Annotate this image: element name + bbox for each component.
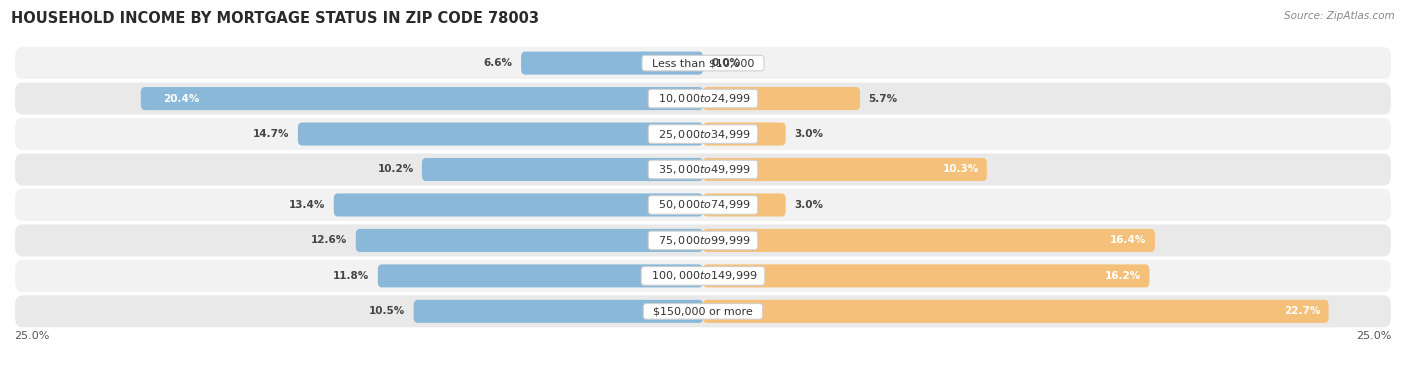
Text: 10.2%: 10.2% — [377, 164, 413, 175]
Text: $25,000 to $34,999: $25,000 to $34,999 — [651, 127, 755, 141]
FancyBboxPatch shape — [333, 194, 703, 217]
Text: 6.6%: 6.6% — [484, 58, 513, 68]
Text: 14.7%: 14.7% — [253, 129, 290, 139]
Text: 10.5%: 10.5% — [370, 306, 405, 316]
FancyBboxPatch shape — [356, 229, 703, 252]
FancyBboxPatch shape — [14, 46, 1392, 80]
Text: 11.8%: 11.8% — [333, 271, 370, 281]
Text: 25.0%: 25.0% — [14, 331, 49, 341]
Text: 3.0%: 3.0% — [794, 200, 823, 210]
Text: Less than $10,000: Less than $10,000 — [645, 58, 761, 68]
FancyBboxPatch shape — [522, 51, 703, 74]
Text: 5.7%: 5.7% — [869, 94, 897, 104]
Text: 25.0%: 25.0% — [1357, 331, 1392, 341]
Text: $50,000 to $74,999: $50,000 to $74,999 — [651, 198, 755, 211]
FancyBboxPatch shape — [14, 117, 1392, 151]
FancyBboxPatch shape — [141, 87, 703, 110]
Text: HOUSEHOLD INCOME BY MORTGAGE STATUS IN ZIP CODE 78003: HOUSEHOLD INCOME BY MORTGAGE STATUS IN Z… — [11, 11, 540, 26]
FancyBboxPatch shape — [703, 158, 987, 181]
Text: 12.6%: 12.6% — [311, 235, 347, 245]
FancyBboxPatch shape — [14, 82, 1392, 116]
Text: $35,000 to $49,999: $35,000 to $49,999 — [651, 163, 755, 176]
Text: $75,000 to $99,999: $75,000 to $99,999 — [651, 234, 755, 247]
FancyBboxPatch shape — [14, 259, 1392, 293]
FancyBboxPatch shape — [703, 264, 1150, 287]
FancyBboxPatch shape — [422, 158, 703, 181]
Text: 10.3%: 10.3% — [942, 164, 979, 175]
FancyBboxPatch shape — [703, 300, 1329, 323]
FancyBboxPatch shape — [413, 300, 703, 323]
Text: 22.7%: 22.7% — [1284, 306, 1320, 316]
Text: $100,000 to $149,999: $100,000 to $149,999 — [644, 270, 762, 282]
FancyBboxPatch shape — [703, 87, 860, 110]
Text: 13.4%: 13.4% — [290, 200, 325, 210]
Text: 16.4%: 16.4% — [1111, 235, 1147, 245]
FancyBboxPatch shape — [703, 229, 1154, 252]
FancyBboxPatch shape — [703, 194, 786, 217]
Text: $10,000 to $24,999: $10,000 to $24,999 — [651, 92, 755, 105]
Text: 20.4%: 20.4% — [163, 94, 200, 104]
Text: 3.0%: 3.0% — [794, 129, 823, 139]
FancyBboxPatch shape — [703, 122, 786, 146]
FancyBboxPatch shape — [14, 152, 1392, 186]
Text: $150,000 or more: $150,000 or more — [647, 306, 759, 316]
FancyBboxPatch shape — [378, 264, 703, 287]
FancyBboxPatch shape — [14, 223, 1392, 257]
Text: Source: ZipAtlas.com: Source: ZipAtlas.com — [1284, 11, 1395, 21]
Text: 0.0%: 0.0% — [711, 58, 741, 68]
FancyBboxPatch shape — [298, 122, 703, 146]
FancyBboxPatch shape — [14, 188, 1392, 222]
Text: 16.2%: 16.2% — [1105, 271, 1142, 281]
FancyBboxPatch shape — [14, 294, 1392, 328]
